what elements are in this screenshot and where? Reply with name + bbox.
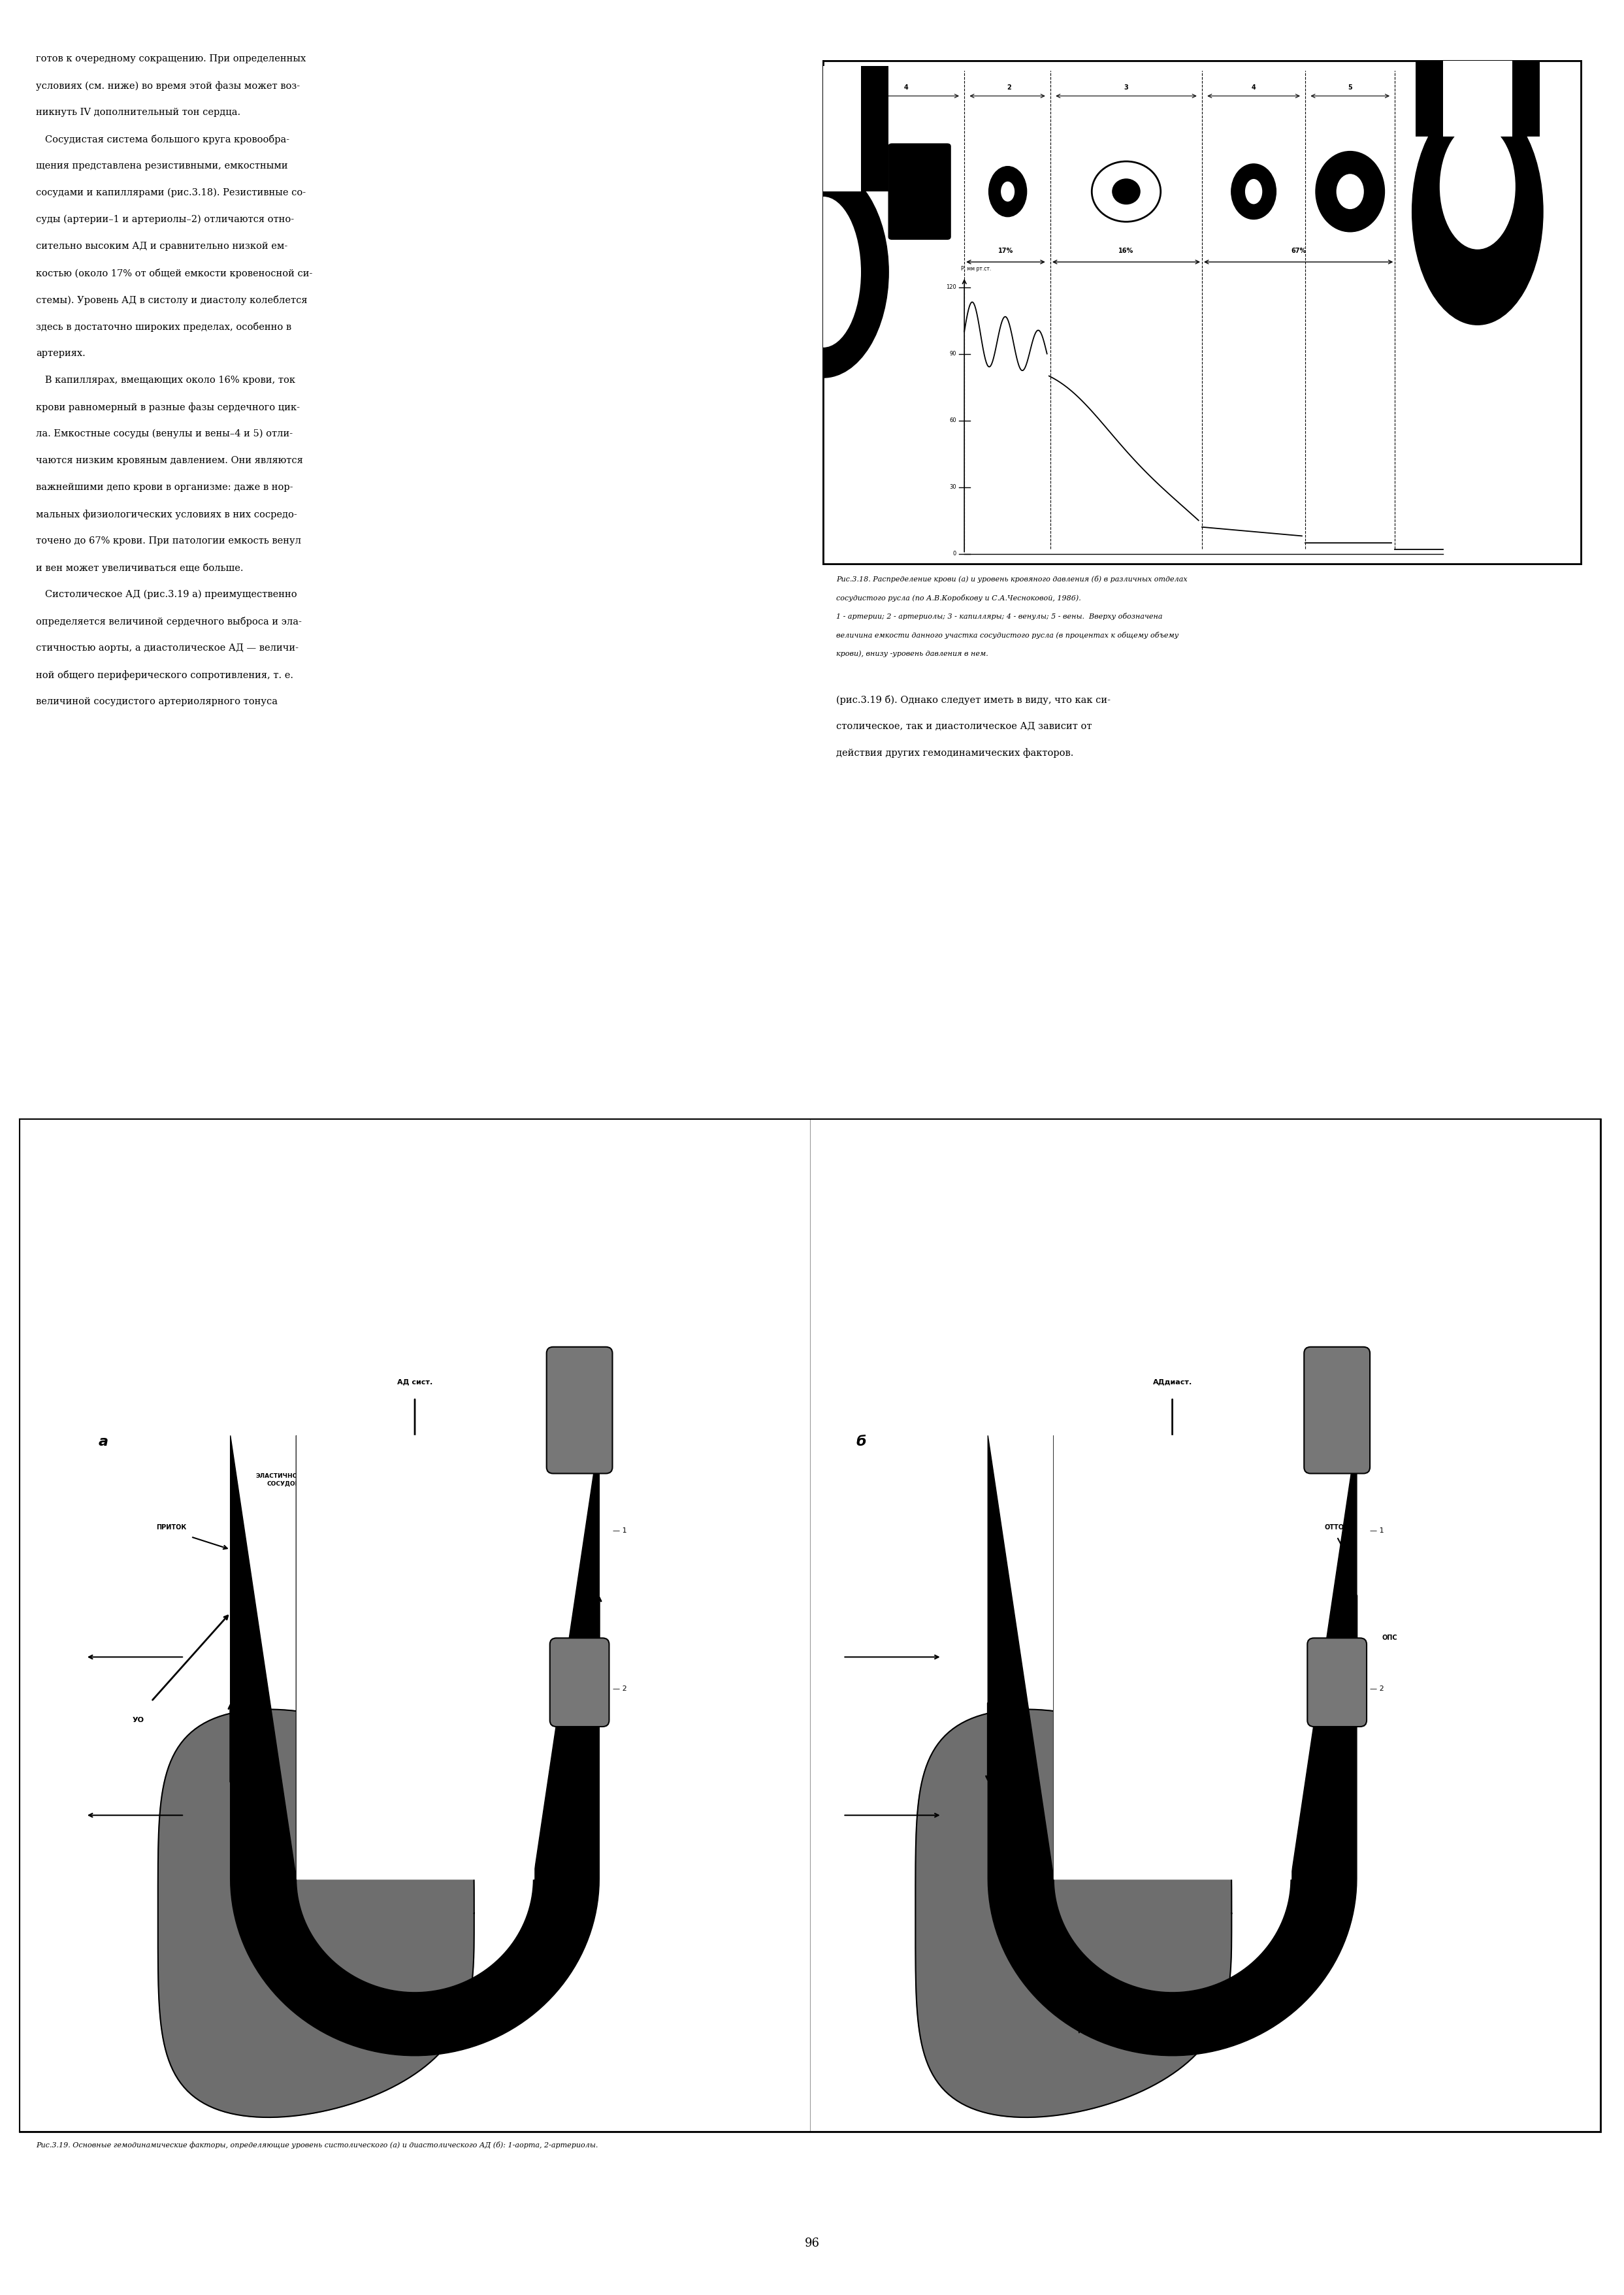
Text: костью (около 17% от общей емкости кровеносной си-: костью (около 17% от общей емкости крове…	[36, 269, 312, 278]
Ellipse shape	[1315, 151, 1385, 232]
Text: и вен может увеличиваться еще больше.: и вен может увеличиваться еще больше.	[36, 562, 244, 574]
Text: ОТТОК: ОТТОК	[1325, 1524, 1350, 1531]
Text: сительно высоким АД и сравнительно низкой ем-: сительно высоким АД и сравнительно низко…	[36, 241, 287, 250]
Text: — 2: — 2	[612, 1685, 627, 1691]
FancyBboxPatch shape	[551, 1639, 609, 1726]
Ellipse shape	[786, 197, 861, 347]
Ellipse shape	[1439, 124, 1515, 250]
Ellipse shape	[1337, 174, 1364, 209]
Text: АДдиаст.: АДдиаст.	[1153, 1379, 1192, 1384]
Ellipse shape	[1091, 161, 1161, 223]
Text: ЭЛАСТИЧНОСТЬ
СОСУДОВ: ЭЛАСТИЧНОСТЬ СОСУДОВ	[255, 1473, 310, 1487]
Ellipse shape	[1413, 99, 1543, 326]
Text: Сосудистая система большого круга кровообра-: Сосудистая система большого круга кровоо…	[36, 135, 289, 145]
Text: точено до 67% крови. При патологии емкость венул: точено до 67% крови. При патологии емкос…	[36, 537, 300, 546]
Bar	[786, 67, 861, 190]
Text: стемы). Уровень АД в систолу и диастолу колеблется: стемы). Уровень АД в систолу и диастолу …	[36, 296, 307, 305]
Polygon shape	[987, 1434, 1356, 2056]
Text: чаются низким кровяным давлением. Они являются: чаются низким кровяным давлением. Они яв…	[36, 457, 304, 466]
Ellipse shape	[1246, 179, 1262, 204]
Text: Р, мм рт.ст.: Р, мм рт.ст.	[961, 266, 991, 273]
Text: 17%: 17%	[999, 248, 1013, 255]
Text: УО: УО	[132, 1717, 145, 1724]
Text: артериях.: артериях.	[36, 349, 86, 358]
FancyBboxPatch shape	[1304, 1347, 1371, 1473]
Text: — 2: — 2	[1371, 1685, 1384, 1691]
FancyBboxPatch shape	[547, 1347, 612, 1473]
Text: мальных физиологических условиях в них сосредо-: мальных физиологических условиях в них с…	[36, 509, 297, 519]
Text: величиной сосудистого артериолярного тонуса: величиной сосудистого артериолярного тон…	[36, 698, 278, 707]
Text: Рис.3.19. Основные гемодинамические факторы, определяющие уровень систолического: Рис.3.19. Основные гемодинамические факт…	[36, 2141, 598, 2148]
Ellipse shape	[1231, 163, 1276, 220]
Text: 0: 0	[953, 551, 957, 558]
Text: — 1: — 1	[612, 1526, 627, 1533]
Polygon shape	[231, 1434, 599, 2056]
FancyBboxPatch shape	[1307, 1639, 1367, 1726]
Text: щения представлена резистивными, емкостными: щения представлена резистивными, емкостн…	[36, 161, 287, 170]
Text: 30: 30	[948, 484, 957, 491]
Polygon shape	[158, 1710, 474, 2118]
Text: Систолическое АД (рис.3.19 а) преимущественно: Систолическое АД (рис.3.19 а) преимущест…	[36, 590, 297, 599]
Ellipse shape	[1112, 179, 1140, 204]
Text: никнуть IV дополнительный тон сердца.: никнуть IV дополнительный тон сердца.	[36, 108, 240, 117]
Text: величина емкости данного участка сосудистого русла (в процентах к общему объему: величина емкости данного участка сосудис…	[836, 631, 1179, 638]
Text: Рис.3.18. Распределение крови (а) и уровень кровяного давления (б) в различных о: Рис.3.18. Распределение крови (а) и уров…	[836, 576, 1187, 583]
Text: 90: 90	[948, 351, 957, 356]
Text: б: б	[856, 1434, 866, 1448]
Text: сосудистого русла (по А.В.Коробкову и С.А.Чесноковой, 1986).: сосудистого русла (по А.В.Коробкову и С.…	[836, 594, 1082, 601]
Polygon shape	[916, 1710, 1231, 2118]
Text: 5: 5	[1348, 85, 1353, 92]
Polygon shape	[296, 1434, 533, 1880]
Text: ДИАСТОЛА: ДИАСТОЛА	[1077, 2024, 1135, 2033]
Ellipse shape	[989, 168, 1026, 216]
Ellipse shape	[758, 168, 888, 379]
Text: — 1: — 1	[1371, 1526, 1384, 1533]
Polygon shape	[1054, 1434, 1291, 1880]
Text: В капиллярах, вмещающих около 16% крови, ток: В капиллярах, вмещающих около 16% крови,…	[36, 376, 296, 386]
Text: 1 - артерии; 2 - артериолы; 3 - капилляры; 4 - венулы; 5 - вены.  Вверху обознач: 1 - артерии; 2 - артериолы; 3 - капилляр…	[836, 613, 1163, 620]
Text: сосудами и капиллярами (рис.3.18). Резистивные со-: сосудами и капиллярами (рис.3.18). Резис…	[36, 188, 305, 197]
Text: а: а	[99, 1434, 109, 1448]
Text: 16%: 16%	[1119, 248, 1134, 255]
Text: столическое, так и диастолическое АД зависит от: столическое, так и диастолическое АД зав…	[836, 721, 1091, 730]
Text: ла. Емкостные сосуды (венулы и вены–4 и 5) отли-: ла. Емкостные сосуды (венулы и вены–4 и …	[36, 429, 292, 438]
Text: крови), внизу -уровень давления в нем.: крови), внизу -уровень давления в нем.	[836, 649, 989, 656]
Text: 3: 3	[1124, 85, 1129, 92]
Bar	[1444, 37, 1512, 135]
Bar	[19, 1120, 1601, 2132]
Text: 4: 4	[1252, 85, 1255, 92]
Text: ной общего периферического сопротивления, т. е.: ной общего периферического сопротивления…	[36, 670, 294, 679]
Text: СИСТОЛА: СИСТОЛА	[325, 2024, 374, 2033]
Text: крови равномерный в разные фазы сердечного цик-: крови равномерный в разные фазы сердечно…	[36, 402, 300, 413]
Bar	[1416, 37, 1540, 135]
FancyBboxPatch shape	[888, 145, 950, 239]
Bar	[823, 60, 1580, 565]
Bar	[758, 67, 888, 190]
Text: здесь в достаточно широких пределах, особенно в: здесь в достаточно широких пределах, осо…	[36, 321, 291, 333]
Text: стичностью аорты, а диастолическое АД — величи-: стичностью аорты, а диастолическое АД — …	[36, 643, 299, 652]
Text: 67%: 67%	[1291, 248, 1306, 255]
Text: 60: 60	[948, 418, 957, 422]
Text: условиях (см. ниже) во время этой фазы может воз-: условиях (см. ниже) во время этой фазы м…	[36, 80, 300, 92]
Text: ОПС: ОПС	[1382, 1634, 1397, 1641]
Text: 2: 2	[1007, 85, 1012, 92]
Text: важнейшими депо крови в организме: даже в нор-: важнейшими депо крови в организме: даже …	[36, 482, 292, 491]
Text: суды (артерии–1 и артериолы–2) отличаются отно-: суды (артерии–1 и артериолы–2) отличаютс…	[36, 216, 294, 225]
Text: 96: 96	[804, 2238, 820, 2249]
Text: ПРИТОК: ПРИТОК	[156, 1524, 187, 1531]
Text: АД сист.: АД сист.	[398, 1379, 432, 1384]
Text: определяется величиной сердечного выброса и эла-: определяется величиной сердечного выброс…	[36, 617, 302, 627]
Text: действия других гемодинамических факторов.: действия других гемодинамических факторо…	[836, 748, 1073, 757]
Text: 4: 4	[903, 85, 908, 92]
Text: (рис.3.19 б). Однако следует иметь в виду, что как си-: (рис.3.19 б). Однако следует иметь в вид…	[836, 695, 1111, 705]
Text: 120: 120	[945, 285, 957, 289]
Text: готов к очередному сокращению. При определенных: готов к очередному сокращению. При опред…	[36, 55, 305, 64]
Ellipse shape	[1000, 181, 1015, 202]
